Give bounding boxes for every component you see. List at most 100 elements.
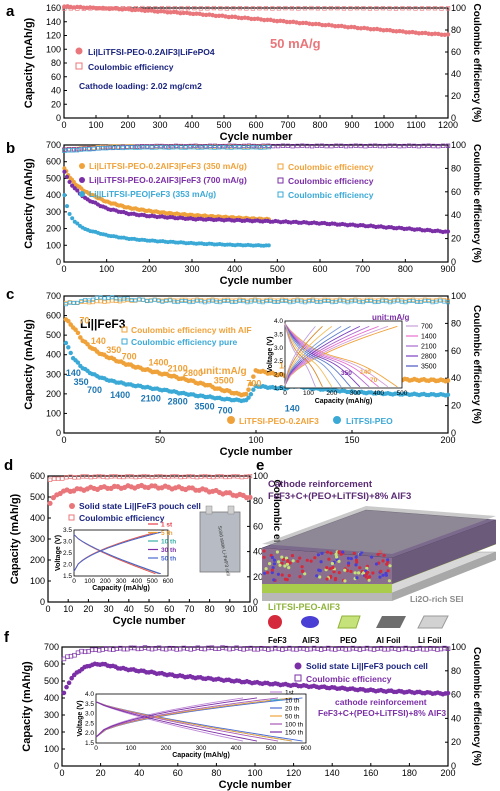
y-tick-label: 100 xyxy=(46,240,61,250)
inset-x-tick: 0 xyxy=(283,390,287,397)
legend-marker-b-3 xyxy=(79,191,85,197)
series-c-3 xyxy=(63,295,450,307)
y2-tick-label: 80 xyxy=(451,318,461,328)
data-point xyxy=(326,297,331,302)
rate-label-peo: 2100 xyxy=(141,394,161,404)
data-point xyxy=(250,6,256,11)
data-point xyxy=(164,298,169,302)
x-tick-label: 1000 xyxy=(374,120,394,130)
cathode-particle xyxy=(271,566,275,570)
data-point xyxy=(79,298,84,303)
panel-c: c 0 50 100 150 20001002003004005006007000204… xyxy=(6,286,482,458)
y2-axis-title: Coulombic efficiency (%) xyxy=(471,647,482,766)
data-point xyxy=(124,145,130,150)
data-point xyxy=(287,300,292,305)
data-point xyxy=(145,474,151,479)
data-point xyxy=(213,13,219,19)
pouch-tab-left xyxy=(205,505,213,515)
data-point xyxy=(397,28,402,34)
x-tick-label: 20 xyxy=(96,768,106,778)
data-point xyxy=(376,299,381,304)
data-point xyxy=(61,690,67,696)
data-point xyxy=(341,299,346,304)
y-axis-title: Capacity (mAh/g) xyxy=(23,17,35,108)
x-tick-label: 0 xyxy=(61,435,66,445)
data-point xyxy=(373,143,378,148)
data-point xyxy=(436,143,441,149)
data-point xyxy=(372,300,377,305)
x-tick-label: 400 xyxy=(184,120,199,130)
x-tick-label: 60 xyxy=(173,768,183,778)
data-point xyxy=(361,300,366,305)
cathode-particle xyxy=(318,575,322,579)
data-point xyxy=(67,300,72,305)
data-point xyxy=(314,299,319,304)
data-point xyxy=(392,299,396,304)
cathode-particle xyxy=(300,565,304,569)
data-point xyxy=(118,297,122,302)
data-point xyxy=(94,295,99,300)
data-point xyxy=(156,298,161,303)
inset-charge-curve xyxy=(284,325,398,386)
data-point xyxy=(388,300,393,305)
cathode-particle xyxy=(268,562,272,566)
data-point xyxy=(76,475,81,480)
data-point xyxy=(320,22,325,28)
data-point xyxy=(248,392,254,397)
cathode-particle xyxy=(303,572,307,576)
x-tick-label: 700 xyxy=(355,264,370,274)
x-axis-title: Cycle number xyxy=(220,275,293,287)
inset-discharge-curve xyxy=(284,323,323,388)
y-axis-title: Capacity (mAh/g) xyxy=(9,493,21,584)
data-point xyxy=(270,6,275,11)
legend-label-li-foil: Li Foil xyxy=(418,636,442,645)
cathode-particle xyxy=(337,571,341,575)
inset-legend-label: 20 th xyxy=(285,706,300,713)
data-point xyxy=(102,296,107,301)
data-point xyxy=(75,188,80,193)
data-point xyxy=(63,302,68,307)
cathode-particle xyxy=(382,553,386,558)
x-tick-label: 20 xyxy=(83,604,93,614)
data-point xyxy=(419,6,425,11)
data-point xyxy=(358,26,364,31)
inset-legend-label: 50 th xyxy=(161,556,176,563)
x-tick-label: 120 xyxy=(286,768,301,778)
data-point xyxy=(83,147,88,152)
data-point xyxy=(94,6,99,11)
data-point xyxy=(337,298,342,303)
x-tick-label: 90 xyxy=(225,604,235,614)
data-point xyxy=(280,143,286,148)
cathode-particle xyxy=(335,557,339,562)
data-point xyxy=(318,300,323,305)
series-b-0 xyxy=(62,166,271,222)
inset-charge-curve xyxy=(95,697,293,738)
data-point xyxy=(445,690,451,696)
data-point xyxy=(411,298,416,303)
electrolyte-edge xyxy=(262,584,392,593)
cathode-particle xyxy=(332,570,336,574)
y-tick-label: 140 xyxy=(46,17,61,27)
data-point xyxy=(343,144,349,149)
y-tick-label: 700 xyxy=(46,291,61,301)
data-point xyxy=(353,143,358,148)
inset-x-tick: 500 xyxy=(147,578,158,585)
inset-discharge-curve xyxy=(95,701,258,742)
data-point xyxy=(190,474,196,479)
inset-charge-curve xyxy=(73,531,162,572)
pouch-tab-right xyxy=(227,505,235,515)
legend-label-c-ce1: Coulombic efficiency with AlF xyxy=(131,325,252,335)
data-point xyxy=(411,297,416,302)
cathode-particle xyxy=(262,555,266,559)
data-point xyxy=(322,298,327,303)
cathode-particle xyxy=(366,570,370,574)
y-axis-title: Capacity (mAh/g) xyxy=(21,661,33,752)
data-point xyxy=(330,300,335,305)
data-point xyxy=(422,298,427,303)
data-point xyxy=(243,391,249,397)
data-point xyxy=(380,298,385,303)
data-point xyxy=(170,474,175,479)
data-point xyxy=(158,474,163,479)
data-point xyxy=(439,6,444,11)
data-point xyxy=(174,144,180,150)
